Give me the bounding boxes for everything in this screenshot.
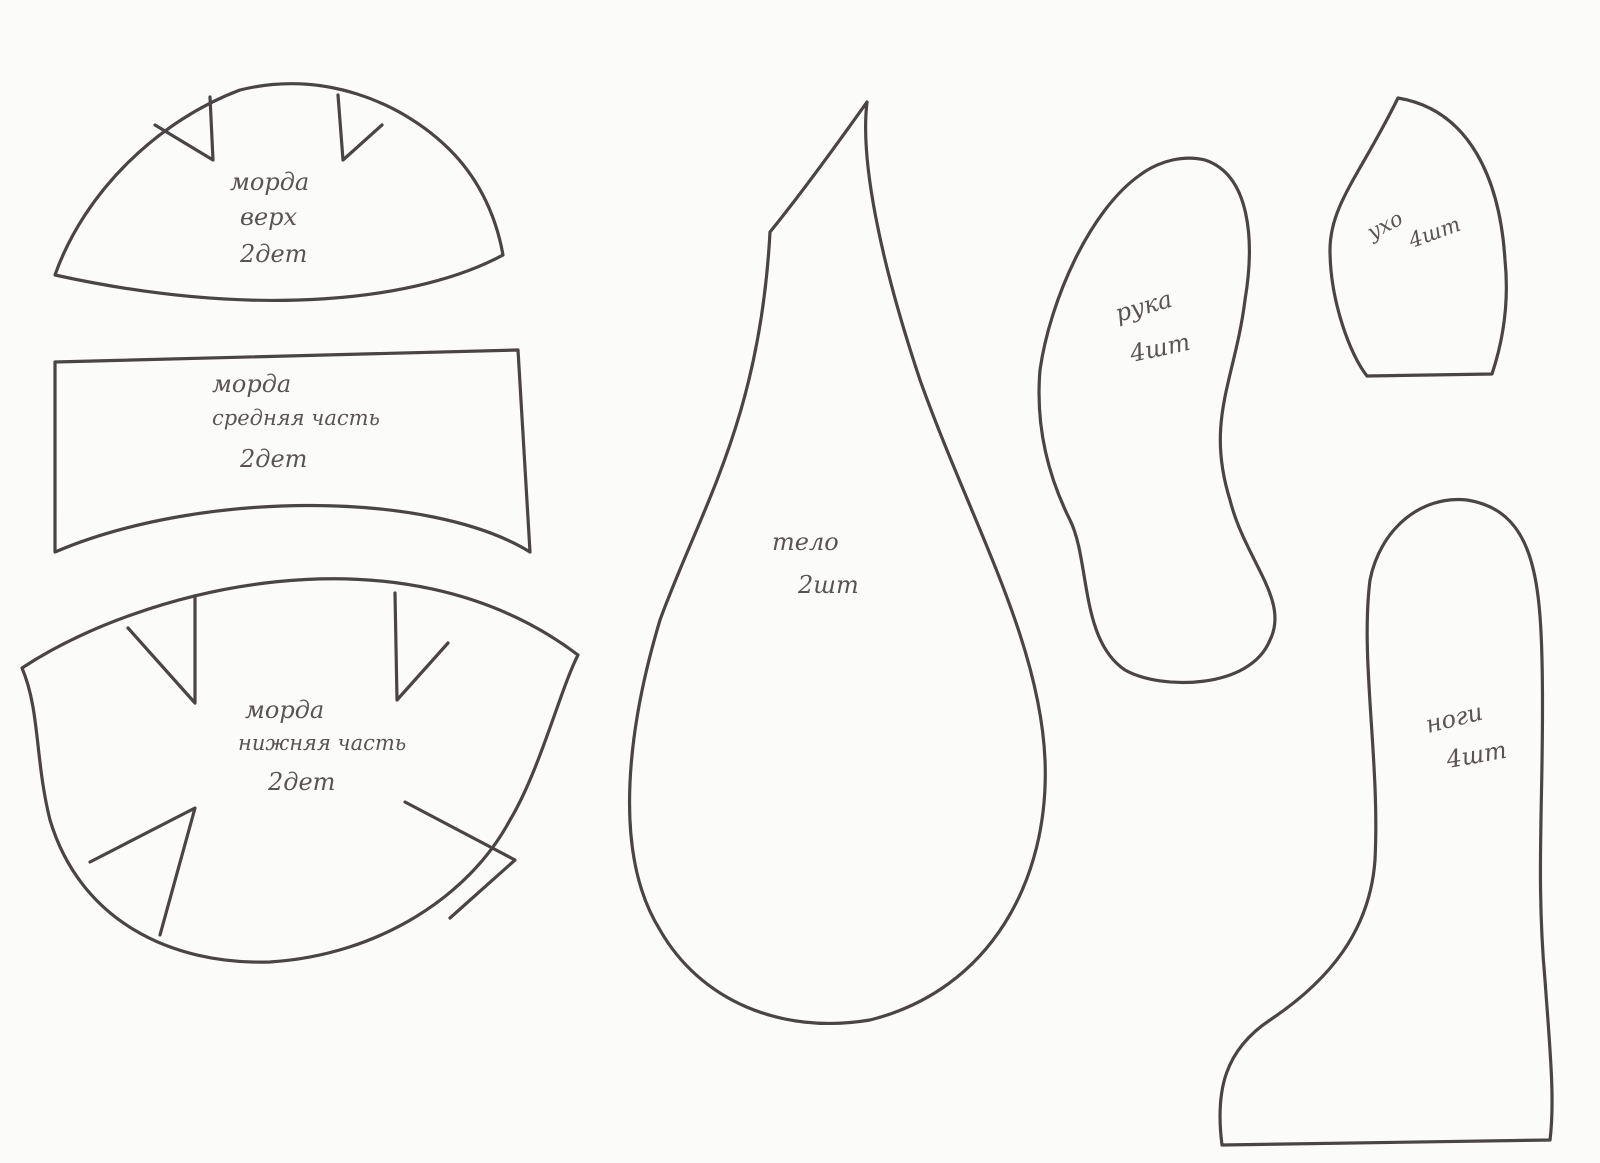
arm-outline — [1037, 156, 1277, 685]
muzzle-bottom-dart-upper-left — [126, 595, 197, 705]
ear-name: ухо — [1362, 206, 1407, 245]
ear-count: 4шт — [1405, 212, 1464, 253]
muzzle-bottom-dart-lower-left — [88, 806, 197, 937]
arm-name: рука — [1112, 285, 1175, 328]
leg-outline — [1218, 497, 1554, 1147]
body-name: тело — [772, 528, 839, 556]
ear-outline — [1328, 96, 1508, 378]
body-outline — [627, 100, 1047, 1025]
arm-count: 4шт — [1126, 328, 1192, 368]
muzzle-top-dart-left — [153, 95, 215, 162]
muzzle-top-dart-right — [336, 93, 384, 162]
muzzle-top-sub: верх — [240, 203, 298, 231]
muzzle-bottom-dart-lower-right — [403, 800, 517, 920]
muzzle-middle-sub: средняя часть — [212, 406, 380, 430]
muzzle-middle-name: морда — [212, 370, 291, 398]
muzzle-bottom-dart-upper-right — [393, 591, 450, 702]
piece-ear: ухо 4шт — [1328, 96, 1508, 378]
muzzle-top-count: 2дет — [239, 240, 307, 268]
piece-muzzle-middle: морда средняя часть 2дет — [53, 348, 532, 554]
piece-muzzle-bottom: морда нижняя часть 2дет — [20, 577, 580, 964]
muzzle-middle-outline — [53, 348, 532, 554]
piece-muzzle-top: морда верх 2дет — [53, 82, 505, 302]
muzzle-middle-count: 2дет — [239, 445, 307, 473]
muzzle-bottom-outline — [20, 577, 580, 964]
piece-body: тело 2шт — [627, 100, 1047, 1025]
muzzle-top-name: морда — [230, 168, 309, 196]
piece-arm: рука 4шт — [1037, 156, 1277, 685]
leg-count: 4шт — [1443, 736, 1509, 774]
muzzle-bottom-sub: нижняя часть — [238, 731, 406, 755]
body-count: 2шт — [797, 571, 859, 599]
muzzle-bottom-name: морда — [245, 696, 324, 724]
muzzle-bottom-count: 2дет — [267, 768, 335, 796]
leg-name: ноги — [1423, 698, 1486, 739]
